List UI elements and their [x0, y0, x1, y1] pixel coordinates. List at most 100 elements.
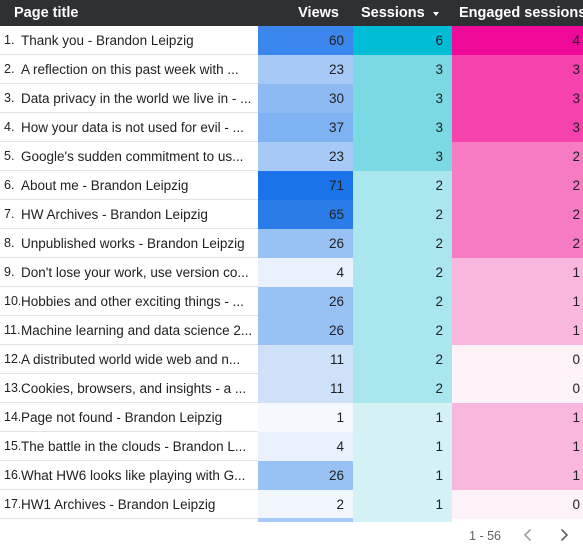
cell-sessions: 2 — [353, 258, 452, 287]
row-index: 8. — [4, 236, 15, 250]
page-title-text: About me - Brandon Leipzig — [21, 178, 189, 193]
cell-page-title: 9. Don't lose your work, use version co..… — [0, 258, 258, 287]
table-row[interactable]: 12. A distributed world wide web and n...… — [0, 345, 583, 374]
table-row[interactable]: 1. Thank you - Brandon Leipzig 60 6 4 — [0, 26, 583, 55]
cell-page-title: 10. Hobbies and other exciting things - .… — [0, 287, 258, 316]
cell-engaged: 1 — [452, 461, 583, 490]
cell-views: 4 — [258, 258, 353, 287]
cell-engaged: 2 — [452, 171, 583, 200]
cell-page-title: 2. A reflection on this past week with ..… — [0, 55, 258, 84]
cell-sessions: 2 — [353, 316, 452, 345]
table-row[interactable]: 9. Don't lose your work, use version co..… — [0, 258, 583, 287]
cell-engaged: 2 — [452, 200, 583, 229]
cell-views: 23 — [258, 55, 353, 84]
cell-page-title: 14. Page not found - Brandon Leipzig — [0, 403, 258, 432]
cell-engaged: 2 — [452, 229, 583, 258]
cell-views: 26 — [258, 287, 353, 316]
cell-engaged: 0 — [452, 490, 583, 519]
page-title-text: Google's sudden commitment to us... — [21, 149, 244, 164]
page-title-text: What HW6 looks like playing with G... — [21, 468, 246, 483]
table-header: Page title Views Sessions Engaged sessio… — [0, 0, 583, 26]
cell-page-title: 8. Unpublished works - Brandon Leipzig — [0, 229, 258, 258]
pager-range: 1 - 56 — [469, 529, 501, 543]
table-row[interactable]: 6. About me - Brandon Leipzig 71 2 2 — [0, 171, 583, 200]
cell-sessions: 3 — [353, 113, 452, 142]
cell-sessions: 6 — [353, 26, 452, 55]
cell-sessions: 2 — [353, 374, 452, 403]
row-index: 11. — [4, 323, 20, 337]
cell-views: 11 — [258, 374, 353, 403]
table-row[interactable]: 4. How your data is not used for evil - .… — [0, 113, 583, 142]
cell-views: 30 — [258, 84, 353, 113]
page-title-text: HW1 Archives - Brandon Leipzig — [21, 497, 216, 512]
cell-engaged: 1 — [452, 432, 583, 461]
cell-views: 23 — [258, 142, 353, 171]
table-row[interactable]: 17. HW1 Archives - Brandon Leipzig 2 1 0 — [0, 490, 583, 519]
header-views[interactable]: Views — [298, 5, 339, 21]
cell-page-title: 6. About me - Brandon Leipzig — [0, 171, 258, 200]
page-title-text: Machine learning and data science 2... — [21, 323, 253, 338]
page-title-text: How your data is not used for evil - ... — [21, 120, 244, 135]
sessions-next-row-hint — [353, 518, 452, 522]
cell-page-title: 4. How your data is not used for evil - .… — [0, 113, 258, 142]
header-page-title[interactable]: Page title — [14, 5, 79, 21]
cell-sessions: 3 — [353, 142, 452, 171]
table-row[interactable]: 2. A reflection on this past week with ..… — [0, 55, 583, 84]
page-title-text: HW Archives - Brandon Leipzig — [21, 207, 208, 222]
table-row[interactable]: 3. Data privacy in the world we live in -… — [0, 84, 583, 113]
page-title-text: Cookies, browsers, and insights - a ... — [21, 381, 247, 396]
page-title-text: Hobbies and other exciting things - ... — [21, 294, 244, 309]
table-row[interactable]: 7. HW Archives - Brandon Leipzig 65 2 2 — [0, 200, 583, 229]
pager: 1 - 56 — [0, 522, 583, 548]
row-index: 14. — [4, 410, 20, 424]
caret-down-icon — [432, 11, 439, 16]
cell-engaged: 0 — [452, 345, 583, 374]
chevron-right-icon[interactable] — [556, 527, 572, 543]
cell-page-title: 16. What HW6 looks like playing with G... — [0, 461, 258, 490]
table-row[interactable]: 16. What HW6 looks like playing with G...… — [0, 461, 583, 490]
cell-views: 37 — [258, 113, 353, 142]
table-row[interactable]: 5. Google's sudden commitment to us... 23 3… — [0, 142, 583, 171]
data-table: Page title Views Sessions Engaged sessio… — [0, 0, 583, 519]
page-title-text: Data privacy in the world we live in - .… — [21, 91, 252, 106]
row-index: 2. — [4, 62, 15, 76]
table-row[interactable]: 8. Unpublished works - Brandon Leipzig 26 2… — [0, 229, 583, 258]
table-row[interactable]: 10. Hobbies and other exciting things - .… — [0, 287, 583, 316]
cell-sessions: 2 — [353, 229, 452, 258]
chevron-left-icon[interactable] — [520, 527, 536, 543]
header-sessions[interactable]: Sessions — [353, 0, 452, 26]
cell-engaged: 1 — [452, 316, 583, 345]
page-title-text: A distributed world wide web and n... — [21, 352, 241, 367]
cell-engaged: 1 — [452, 258, 583, 287]
cell-engaged: 0 — [452, 374, 583, 403]
cell-sessions: 3 — [353, 55, 452, 84]
row-index: 7. — [4, 207, 15, 221]
table-row[interactable]: 15. The battle in the clouds - Brandon L.… — [0, 432, 583, 461]
cell-page-title: 1. Thank you - Brandon Leipzig — [0, 26, 258, 55]
cell-engaged: 2 — [452, 142, 583, 171]
cell-views: 71 — [258, 171, 353, 200]
row-index: 1. — [4, 33, 15, 47]
cell-page-title: 5. Google's sudden commitment to us... — [0, 142, 258, 171]
table-row[interactable]: 13. Cookies, browsers, and insights - a .… — [0, 374, 583, 403]
header-engaged-sessions[interactable]: Engaged sessions — [459, 5, 583, 21]
cell-views: 65 — [258, 200, 353, 229]
row-index: 5. — [4, 149, 15, 163]
page-title-text: The battle in the clouds - Brandon L... — [21, 439, 247, 454]
cell-page-title: 3. Data privacy in the world we live in -… — [0, 84, 258, 113]
cell-sessions: 1 — [353, 490, 452, 519]
cell-sessions: 1 — [353, 432, 452, 461]
cell-engaged: 1 — [452, 403, 583, 432]
cell-views: 26 — [258, 461, 353, 490]
table-row[interactable]: 11. Machine learning and data science 2..… — [0, 316, 583, 345]
cell-sessions: 1 — [353, 461, 452, 490]
cell-engaged: 3 — [452, 84, 583, 113]
cell-sessions: 3 — [353, 84, 452, 113]
page-title-text: Page not found - Brandon Leipzig — [21, 410, 223, 425]
cell-page-title: 15. The battle in the clouds - Brandon L.… — [0, 432, 258, 461]
table-row[interactable]: 14. Page not found - Brandon Leipzig 1 1 1 — [0, 403, 583, 432]
row-index: 12. — [4, 352, 20, 366]
cell-views: 26 — [258, 316, 353, 345]
cell-page-title: 7. HW Archives - Brandon Leipzig — [0, 200, 258, 229]
cell-page-title: 13. Cookies, browsers, and insights - a .… — [0, 374, 258, 403]
